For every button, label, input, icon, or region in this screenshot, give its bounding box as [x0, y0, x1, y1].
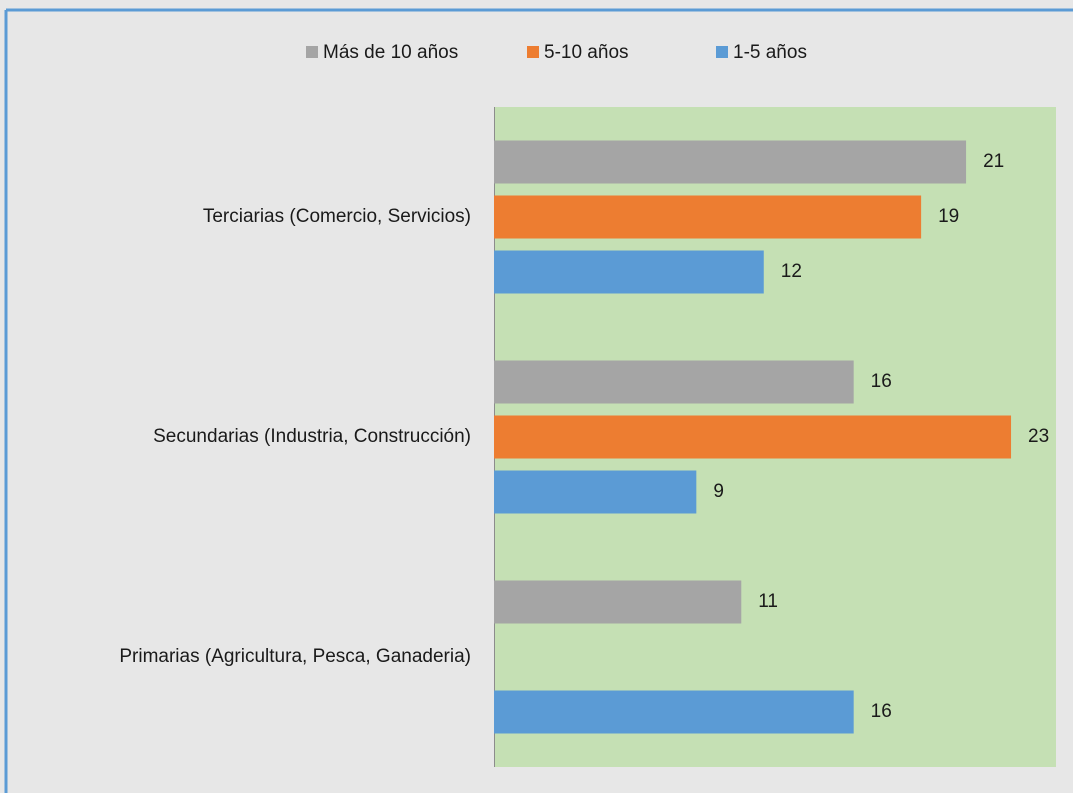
legend-label: Más de 10 años	[323, 42, 458, 63]
bar	[494, 470, 697, 514]
bar	[494, 580, 742, 624]
category-label: Secundarias (Industria, Construcción)	[153, 426, 471, 447]
bar	[494, 195, 922, 239]
legend-swatch	[716, 46, 728, 58]
legend-label: 1-5 años	[733, 42, 807, 63]
data-label: 9	[713, 481, 724, 502]
bar	[494, 415, 1012, 459]
category-label: Primarias (Agricultura, Pesca, Ganaderia…	[119, 646, 471, 667]
data-label: 12	[781, 261, 802, 282]
bar	[494, 360, 854, 404]
category-label: Terciarias (Comercio, Servicios)	[203, 206, 471, 227]
bar	[494, 690, 854, 734]
bar	[494, 250, 764, 294]
data-label: 16	[871, 371, 892, 392]
legend-swatch	[306, 46, 318, 58]
legend-label: 5-10 años	[544, 42, 629, 63]
legend-swatch	[527, 46, 539, 58]
data-label: 21	[983, 151, 1004, 172]
bar	[494, 140, 967, 184]
data-label: 23	[1028, 426, 1049, 447]
data-label: 11	[758, 591, 778, 612]
data-label: 16	[871, 701, 892, 722]
data-label: 19	[938, 206, 959, 227]
